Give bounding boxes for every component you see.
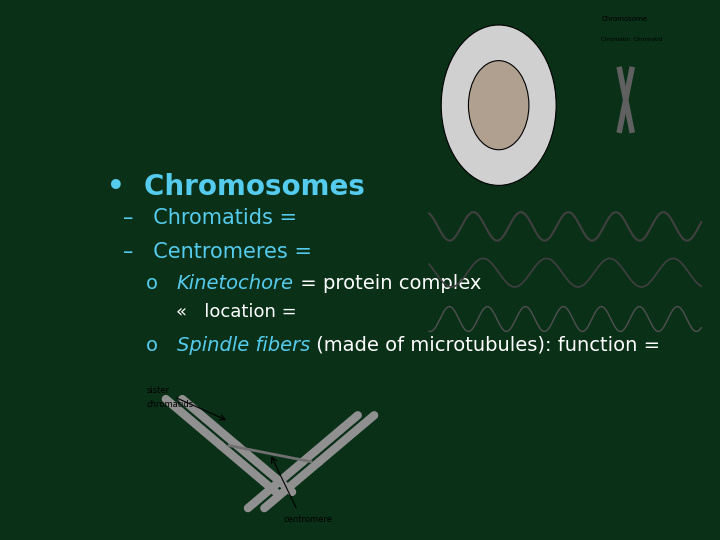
Text: Chromosome: Chromosome bbox=[601, 16, 647, 22]
Text: chromatids: chromatids bbox=[147, 400, 194, 409]
Text: o: o bbox=[145, 336, 176, 355]
Text: Kinetochore: Kinetochore bbox=[176, 274, 294, 293]
Text: = protein complex: = protein complex bbox=[294, 274, 481, 293]
Text: (made of microtubules): function =: (made of microtubules): function = bbox=[310, 336, 660, 355]
Text: •  Chromosomes: • Chromosomes bbox=[107, 173, 364, 201]
Text: sister: sister bbox=[147, 386, 170, 395]
Text: Chromatin  Chromatid: Chromatin Chromatid bbox=[601, 37, 662, 43]
Text: o: o bbox=[145, 274, 176, 293]
Text: centromere: centromere bbox=[284, 515, 333, 524]
Text: –   Centromeres =: – Centromeres = bbox=[124, 241, 312, 261]
Text: «   location =: « location = bbox=[176, 302, 297, 321]
Ellipse shape bbox=[441, 25, 556, 185]
Text: –   Chromatids =: – Chromatids = bbox=[124, 208, 297, 228]
Ellipse shape bbox=[469, 60, 529, 150]
Text: Spindle fibers: Spindle fibers bbox=[176, 336, 310, 355]
